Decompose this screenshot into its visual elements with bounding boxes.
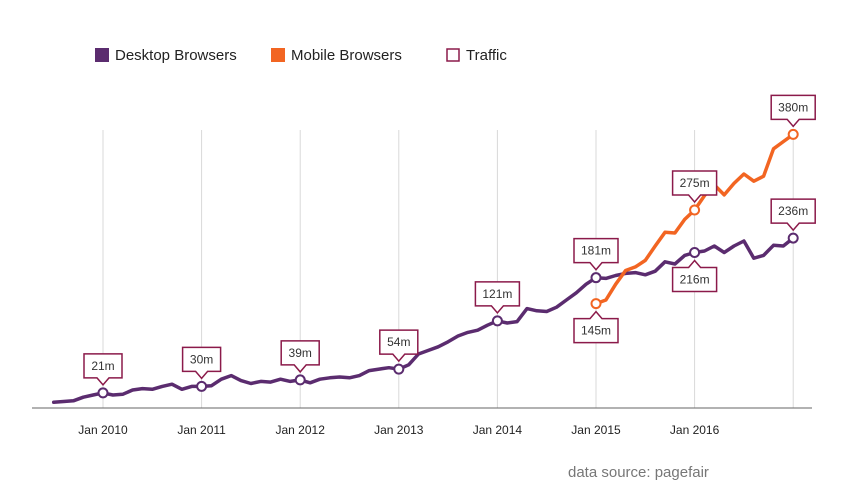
callout-label: 216m [680, 272, 710, 286]
callout-label: 145m [581, 324, 611, 338]
x-tick-label: Jan 2012 [276, 423, 326, 437]
callout-box [671, 170, 718, 204]
callout: 275m [671, 170, 718, 216]
callout-marker [590, 272, 602, 284]
legend-swatch [271, 48, 285, 62]
callout-label: 181m [581, 244, 611, 258]
callout-marker [787, 128, 799, 140]
callout: 380m [770, 94, 816, 140]
callout-box [573, 310, 619, 344]
callout-marker [196, 380, 208, 392]
x-axis-tick-labels: Jan 2010 Jan 2011 Jan 2012 Jan 2013 Jan 2014… [78, 423, 719, 437]
callout: 30m [181, 346, 222, 392]
callout-box [379, 329, 419, 363]
legend-item: Mobile Browsers [271, 47, 402, 64]
legend: Desktop Browsers Mobile Browsers Traffic [95, 47, 507, 64]
callout: 39m [280, 340, 320, 386]
callout: 236m [770, 198, 816, 244]
callout-marker [689, 246, 701, 258]
x-tick-label: Jan 2015 [571, 423, 621, 437]
callout-label: 39m [289, 346, 312, 360]
callout: 216m [671, 246, 718, 293]
callout-marker [787, 232, 799, 244]
callout-marker [491, 315, 503, 327]
callout-label: 380m [778, 100, 808, 114]
callout: 145m [573, 298, 619, 344]
callout-label: 30m [190, 352, 213, 366]
legend-label: Desktop Browsers [115, 47, 237, 64]
legend-swatch [95, 48, 109, 62]
x-tick-label: Jan 2010 [78, 423, 128, 437]
legend-item: Traffic [446, 47, 507, 64]
callout-label: 121m [482, 287, 512, 301]
x-tick-label: Jan 2016 [670, 423, 720, 437]
legend-label: Traffic [466, 47, 507, 64]
series-line-desktop-browsers [51, 236, 795, 404]
callout-label: 275m [680, 176, 710, 190]
callout: 121m [474, 281, 521, 327]
callout: 181m [573, 237, 619, 284]
callout-label: 236m [778, 204, 808, 218]
callout-box [671, 259, 718, 293]
callout-box [770, 94, 816, 128]
callout-box [770, 198, 816, 232]
callout-marker [393, 363, 405, 375]
x-tick-label: Jan 2011 [177, 423, 226, 437]
callout-box [573, 237, 619, 271]
x-tick-label: Jan 2014 [473, 423, 523, 437]
legend-swatch [446, 48, 460, 62]
callout-box [181, 346, 222, 380]
callout-label: 21m [91, 359, 114, 373]
callout-box [280, 340, 320, 374]
callout: 21m [83, 353, 123, 399]
callout-marker [590, 298, 602, 310]
legend-label: Mobile Browsers [291, 47, 402, 64]
callout-marker [294, 374, 306, 386]
callouts: 21m 30m 39m 54m 121m 181m 145m 275m 216m 236m 380m [83, 94, 816, 399]
callout-marker [97, 387, 109, 399]
callout: 54m [379, 329, 419, 375]
legend-item: Desktop Browsers [95, 47, 237, 64]
data-source-note: data source: pagefair [568, 464, 709, 481]
callout-label: 54m [387, 335, 410, 349]
x-tick-label: Jan 2013 [374, 423, 424, 437]
callout-box [474, 281, 521, 315]
callout-box [83, 353, 123, 387]
callout-marker [689, 204, 701, 216]
